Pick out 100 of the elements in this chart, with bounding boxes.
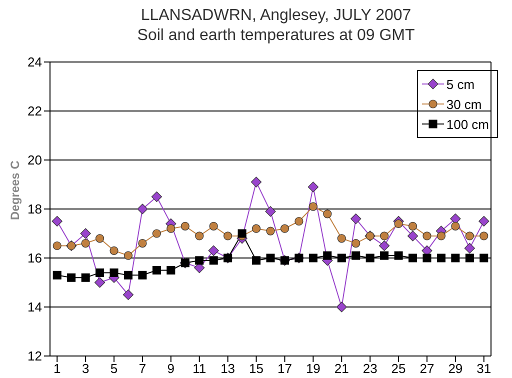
point [195,256,204,265]
x-tick-label: 27 [420,361,434,376]
point [480,232,488,240]
legend-label: 100 cm [446,116,489,132]
point [151,191,162,202]
y-tick-label: 12 [28,348,42,364]
point [166,224,176,233]
point [422,232,432,240]
x-tick-label: 29 [448,361,463,376]
legend-label: 5 cm [446,76,475,92]
chart-title: LLANSADWRN, Anglesey, JULY 2007 [140,6,412,26]
x-tick-label: 23 [362,361,378,376]
point [394,251,403,260]
point [194,262,205,274]
y-tick-label: 22 [28,104,42,119]
y-tick-label: 24 [28,54,42,70]
point [209,222,218,230]
point [110,246,118,255]
point [238,229,246,238]
point [224,232,232,240]
point [308,202,318,211]
point [209,256,218,265]
point [137,204,148,214]
x-tick-label: 25 [391,361,406,376]
point [436,232,446,240]
point [81,239,90,248]
point [480,254,488,262]
point [465,232,474,240]
point [352,239,360,248]
point [280,224,290,233]
point [195,232,204,240]
point [252,256,261,265]
point [323,251,332,260]
point [138,239,147,248]
point [180,222,190,230]
point [252,224,261,233]
x-tick-label: 21 [334,361,349,376]
y-tick-label: 16 [28,250,42,266]
point [124,251,133,260]
point [52,270,62,280]
point [122,289,134,300]
x-tick-label: 1 [53,361,61,376]
point [94,277,106,288]
y-tick-label: 18 [28,202,42,217]
point [152,266,161,274]
point [380,232,389,240]
x-tick-label: 31 [476,361,492,376]
x-tick-label: 11 [192,361,206,376]
y-axis-title: Degrees C [8,160,22,220]
point [124,270,132,280]
legend-label: 30 cm [446,96,482,112]
point [394,219,403,228]
point [208,245,219,256]
point [52,241,62,250]
point [308,254,318,262]
x-tick-label: 9 [167,361,175,376]
point [337,234,346,243]
point [152,229,161,238]
x-tick-label: 19 [306,361,320,376]
point [250,176,262,188]
chart-subtitle: Soil and earth temperatures at 09 GMT [136,26,416,46]
point [366,254,374,262]
point [266,254,275,262]
x-tick-label: 5 [110,361,118,376]
point [80,228,91,239]
point [408,222,418,230]
point [81,273,90,282]
point [336,302,347,312]
x-tick-label: 3 [82,361,90,376]
point [110,268,118,277]
point [52,216,62,227]
point [464,242,475,254]
point [478,216,490,227]
point [408,254,418,262]
point [265,206,276,217]
y-tick-label: 20 [28,152,42,168]
point [67,273,76,282]
point [138,270,147,280]
point [352,251,360,260]
point [308,182,318,192]
point [422,254,432,262]
point [96,268,104,277]
point [436,254,446,262]
x-tick-label: 7 [138,361,146,376]
y-tick-label: 14 [28,300,42,315]
point [407,230,418,242]
x-tick-label: 15 [249,361,264,376]
point [465,254,474,262]
point [323,210,332,218]
point [294,216,304,226]
point [95,234,104,243]
point [451,254,460,262]
point [380,251,389,260]
point [166,266,176,274]
x-tick-label: 17 [277,361,292,376]
point [451,222,460,230]
point [337,254,346,262]
point [350,214,362,224]
point [266,226,275,236]
x-tick-label: 13 [220,361,236,376]
